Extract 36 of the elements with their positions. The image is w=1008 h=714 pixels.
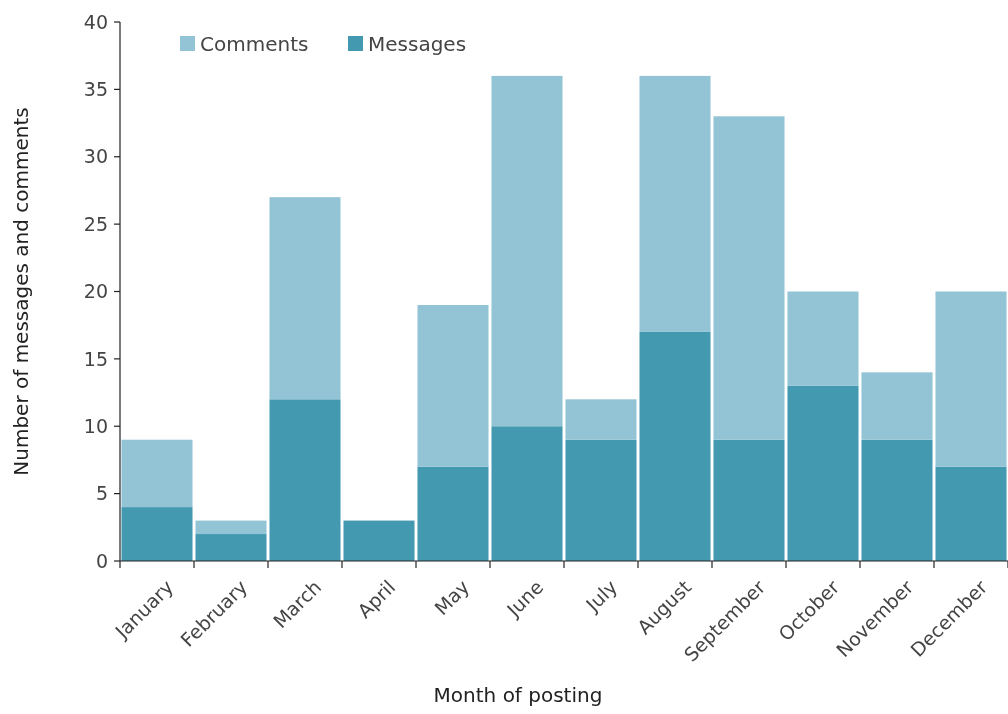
y-tick-label: 25 [83,212,108,235]
bar [639,75,711,332]
legend-label: Comments [200,32,309,56]
y-tick-label: 20 [83,280,108,303]
bar [417,304,489,467]
bar [713,439,785,561]
y-tick-label: 10 [83,414,108,437]
y-tick-label: 0 [95,549,108,572]
bar [861,439,933,561]
y-tick-label: 35 [83,78,108,101]
bar [269,197,341,400]
bar [417,466,489,561]
bar [343,520,415,561]
legend-label: Messages [368,32,467,56]
bar [491,75,563,427]
bar [565,399,637,440]
y-tick-label: 5 [95,482,108,505]
bar [935,466,1007,561]
bar [713,116,785,440]
bar [787,291,859,386]
bar [565,439,637,561]
y-tick-label: 40 [83,10,108,33]
bar [861,372,933,440]
bar [269,399,341,561]
bar [935,291,1007,467]
bar [195,534,267,561]
bar [195,520,267,535]
y-tick-label: 30 [83,145,108,168]
bar [121,439,193,508]
bar [121,507,193,561]
y-axis-title: Number of messages and comments [9,107,33,476]
x-axis-title: Month of posting [433,683,603,707]
y-tick-label: 15 [83,347,108,370]
bar [639,331,711,561]
bar [491,426,563,561]
bar [787,385,859,561]
